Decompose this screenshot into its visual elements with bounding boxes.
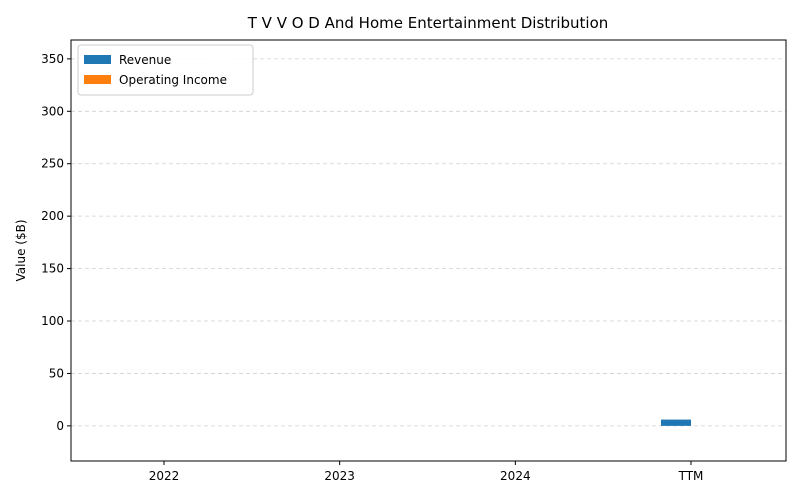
y-tick-label: 300 (41, 104, 64, 118)
x-tick-label: 2024 (500, 469, 531, 483)
legend-label: Operating Income (119, 73, 227, 87)
y-tick-label: 150 (41, 262, 64, 276)
x-tick-label: 2022 (149, 469, 180, 483)
y-tick-label: 200 (41, 209, 64, 223)
y-tick-label: 100 (41, 314, 64, 328)
x-tick-label: 2023 (324, 469, 355, 483)
y-axis-label: Value ($B) (14, 220, 28, 282)
legend-box (77, 44, 254, 96)
y-tick-label: 50 (49, 366, 64, 380)
bars (661, 419, 691, 426)
y-tick-label: 0 (56, 419, 64, 433)
bar-revenue (661, 419, 691, 426)
chart-title: T V V O D And Home Entertainment Distrib… (247, 14, 609, 32)
y-axis: 0 50 100 150 200 250 300 350 (41, 52, 71, 433)
legend-label: Revenue (119, 53, 171, 67)
y-tick-label: 350 (41, 52, 64, 66)
legend-swatch (84, 75, 111, 84)
plot-frame (70, 39, 787, 462)
x-axis: 2022 2023 2024 TTM (149, 461, 704, 483)
legend: Revenue Operating Income (77, 44, 254, 96)
legend-swatch (84, 55, 111, 64)
y-tick-label: 250 (41, 157, 64, 171)
x-tick-label: TTM (678, 469, 704, 483)
